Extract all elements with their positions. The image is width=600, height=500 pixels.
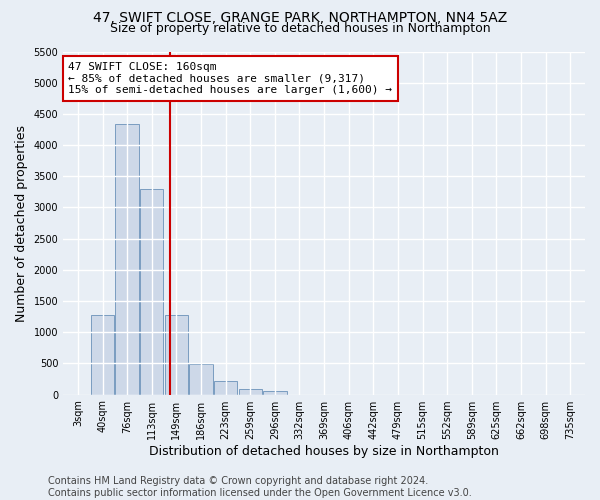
Bar xyxy=(214,381,238,394)
Bar xyxy=(239,389,262,394)
X-axis label: Distribution of detached houses by size in Northampton: Distribution of detached houses by size … xyxy=(149,444,499,458)
Bar xyxy=(91,316,114,394)
Bar xyxy=(190,364,213,394)
Bar xyxy=(165,314,188,394)
Text: Size of property relative to detached houses in Northampton: Size of property relative to detached ho… xyxy=(110,22,490,35)
Text: Contains HM Land Registry data © Crown copyright and database right 2024.
Contai: Contains HM Land Registry data © Crown c… xyxy=(48,476,472,498)
Text: 47, SWIFT CLOSE, GRANGE PARK, NORTHAMPTON, NN4 5AZ: 47, SWIFT CLOSE, GRANGE PARK, NORTHAMPTO… xyxy=(93,11,507,25)
Bar xyxy=(263,391,287,394)
Text: 47 SWIFT CLOSE: 160sqm
← 85% of detached houses are smaller (9,317)
15% of semi-: 47 SWIFT CLOSE: 160sqm ← 85% of detached… xyxy=(68,62,392,95)
Bar xyxy=(115,124,139,394)
Y-axis label: Number of detached properties: Number of detached properties xyxy=(15,124,28,322)
Bar xyxy=(140,188,163,394)
